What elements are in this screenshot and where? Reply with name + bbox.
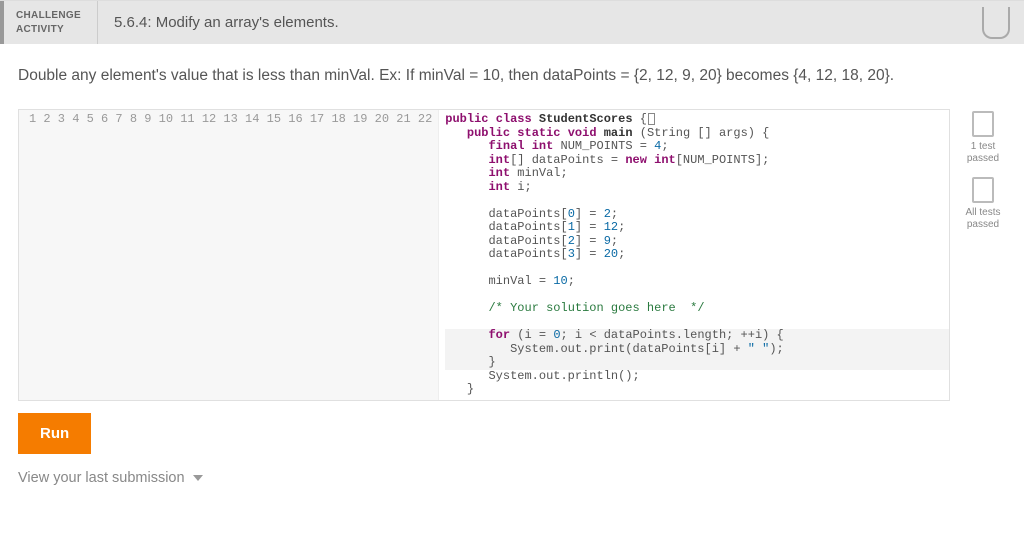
code-line[interactable]: } [445, 356, 949, 370]
view-last-submission-label: View your last submission [18, 470, 185, 486]
line-number-gutter: 1 2 3 4 5 6 7 8 9 10 11 12 13 14 15 16 1… [19, 110, 439, 400]
code-line[interactable]: int minVal; [445, 167, 949, 181]
code-line[interactable]: public class StudentScores { [445, 113, 949, 127]
test-status-column: 1 testpassed All testspassed [960, 109, 1006, 239]
code-line[interactable]: minVal = 10; [445, 275, 949, 289]
code-line[interactable]: for (i = 0; i < dataPoints.length; ++i) … [445, 329, 949, 343]
code-line[interactable]: dataPoints[0] = 2; [445, 208, 949, 222]
all-tests-passed-label: All testspassed [965, 207, 1000, 231]
view-last-submission[interactable]: View your last submission [18, 470, 1006, 486]
challenge-activity-label: CHALLENGE ACTIVITY [0, 1, 98, 44]
code-line[interactable]: /* Your solution goes here */ [445, 302, 949, 316]
code-line[interactable]: System.out.println(); [445, 370, 949, 384]
code-line[interactable]: dataPoints[1] = 12; [445, 221, 949, 235]
one-test-passed-label: 1 testpassed [967, 141, 999, 165]
challenge-title: 5.6.4: Modify an array's elements. [98, 1, 982, 44]
code-scroll[interactable]: 1 2 3 4 5 6 7 8 9 10 11 12 13 14 15 16 1… [19, 110, 949, 400]
code-content[interactable]: public class StudentScores { public stat… [439, 110, 949, 400]
code-line[interactable] [445, 262, 949, 276]
code-line[interactable]: public static void main (String [] args)… [445, 127, 949, 141]
code-line[interactable]: int[] dataPoints = new int[NUM_POINTS]; [445, 154, 949, 168]
code-line[interactable]: final int NUM_POINTS = 4; [445, 140, 949, 154]
one-test-passed-icon [972, 111, 994, 137]
run-row: Run [18, 413, 1006, 454]
label-line-1: CHALLENGE [16, 9, 85, 23]
code-line[interactable] [445, 194, 949, 208]
code-line[interactable]: dataPoints[3] = 20; [445, 248, 949, 262]
all-tests-passed-icon [972, 177, 994, 203]
code-line[interactable]: System.out.print(dataPoints[i] + " "); [445, 343, 949, 357]
code-line[interactable]: dataPoints[2] = 9; [445, 235, 949, 249]
code-editor[interactable]: 1 2 3 4 5 6 7 8 9 10 11 12 13 14 15 16 1… [18, 109, 950, 401]
run-button[interactable]: Run [18, 413, 91, 454]
code-line[interactable] [445, 397, 949, 400]
challenge-header: CHALLENGE ACTIVITY 5.6.4: Modify an arra… [0, 0, 1024, 44]
label-line-2: ACTIVITY [16, 23, 85, 37]
shield-icon [982, 7, 1010, 39]
code-line[interactable]: } [445, 383, 949, 397]
instructions-text: Double any element's value that is less … [0, 44, 1024, 97]
code-line[interactable]: int i; [445, 181, 949, 195]
chevron-down-icon [193, 475, 203, 481]
code-line[interactable] [445, 316, 949, 330]
work-area: 1 2 3 4 5 6 7 8 9 10 11 12 13 14 15 16 1… [18, 109, 1006, 401]
code-line[interactable] [445, 289, 949, 303]
cursor-icon [648, 113, 655, 125]
